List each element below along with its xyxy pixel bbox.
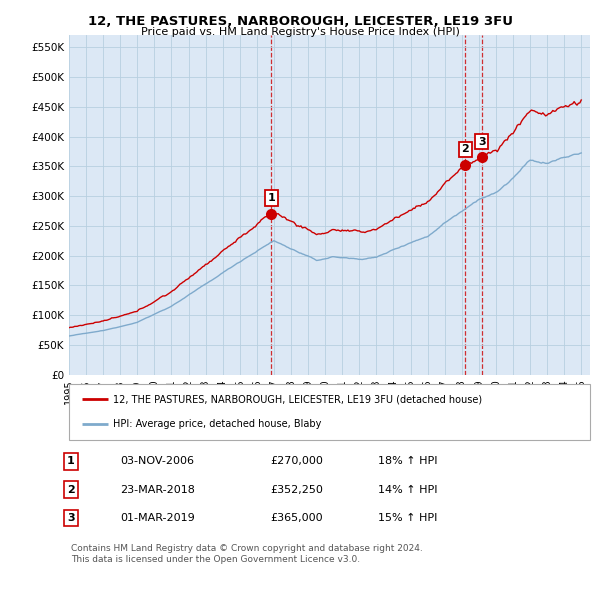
Text: 2: 2 bbox=[67, 485, 74, 494]
Text: 18% ↑ HPI: 18% ↑ HPI bbox=[378, 457, 437, 466]
Text: Price paid vs. HM Land Registry's House Price Index (HPI): Price paid vs. HM Land Registry's House … bbox=[140, 27, 460, 37]
Text: £270,000: £270,000 bbox=[270, 457, 323, 466]
Text: HPI: Average price, detached house, Blaby: HPI: Average price, detached house, Blab… bbox=[113, 419, 322, 430]
Text: This data is licensed under the Open Government Licence v3.0.: This data is licensed under the Open Gov… bbox=[71, 555, 360, 564]
Text: 14% ↑ HPI: 14% ↑ HPI bbox=[378, 485, 437, 494]
Text: 23-MAR-2018: 23-MAR-2018 bbox=[120, 485, 195, 494]
Text: £365,000: £365,000 bbox=[270, 513, 323, 523]
Text: 12, THE PASTURES, NARBOROUGH, LEICESTER, LE19 3FU (detached house): 12, THE PASTURES, NARBOROUGH, LEICESTER,… bbox=[113, 394, 482, 404]
Text: 1: 1 bbox=[267, 194, 275, 203]
Text: 01-MAR-2019: 01-MAR-2019 bbox=[120, 513, 195, 523]
Text: 12, THE PASTURES, NARBOROUGH, LEICESTER, LE19 3FU: 12, THE PASTURES, NARBOROUGH, LEICESTER,… bbox=[88, 15, 512, 28]
FancyBboxPatch shape bbox=[69, 384, 590, 440]
Text: 3: 3 bbox=[478, 137, 485, 147]
Text: £352,250: £352,250 bbox=[270, 485, 323, 494]
Text: 2: 2 bbox=[461, 145, 469, 155]
Text: 3: 3 bbox=[67, 513, 74, 523]
Text: 1: 1 bbox=[67, 457, 74, 466]
Text: 15% ↑ HPI: 15% ↑ HPI bbox=[378, 513, 437, 523]
Text: 03-NOV-2006: 03-NOV-2006 bbox=[120, 457, 194, 466]
Text: Contains HM Land Registry data © Crown copyright and database right 2024.: Contains HM Land Registry data © Crown c… bbox=[71, 545, 422, 553]
